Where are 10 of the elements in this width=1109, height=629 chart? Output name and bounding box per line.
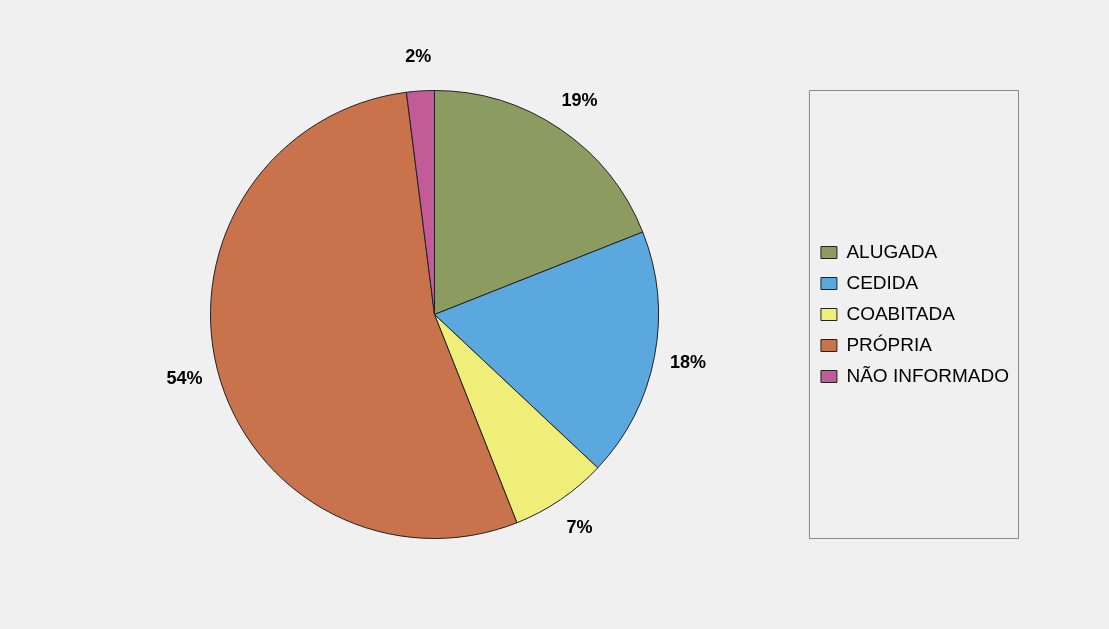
legend-label: PRÓPRIA <box>846 333 933 355</box>
legend-label: NÃO INFORMADO <box>846 364 1009 386</box>
data-label: 19% <box>561 90 598 111</box>
legend-label: CEDIDA <box>846 271 919 293</box>
legend-label: COABITADA <box>846 302 956 324</box>
data-label: 54% <box>166 367 203 388</box>
data-label: 18% <box>669 351 706 372</box>
legend-label: ALUGADA <box>846 240 938 262</box>
data-label: 7% <box>566 516 593 537</box>
data-label: 2% <box>405 45 432 66</box>
